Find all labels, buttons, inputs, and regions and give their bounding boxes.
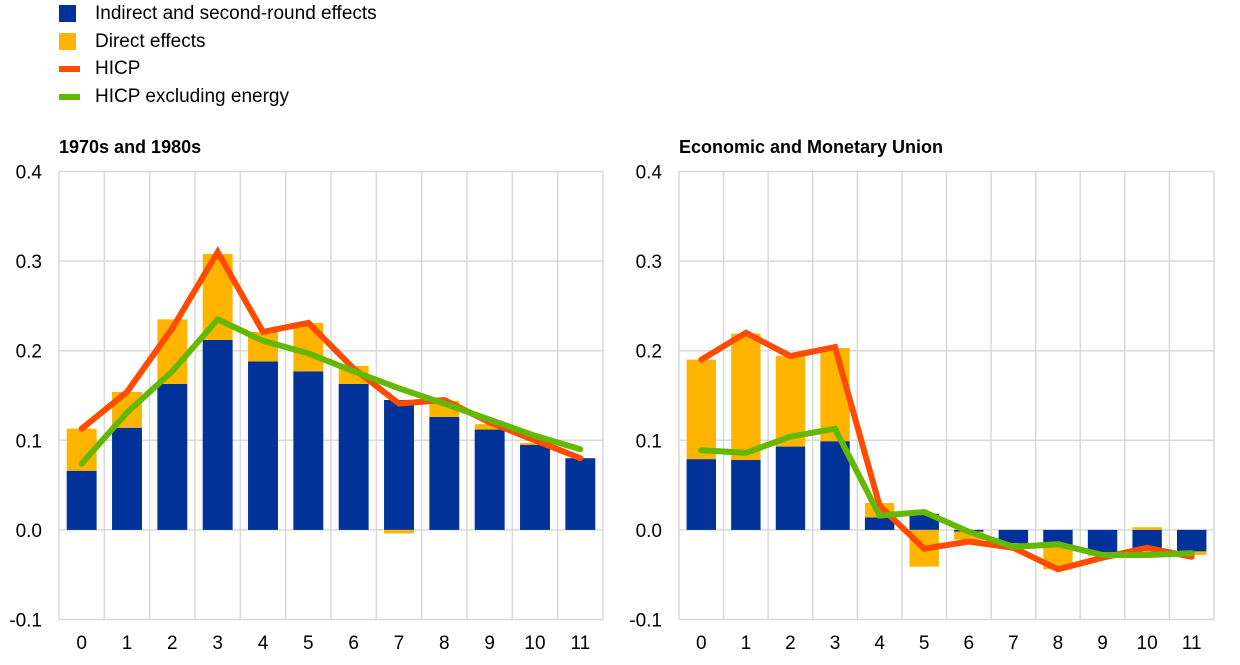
bar-indirect-effects	[731, 460, 761, 530]
bar-indirect-effects	[998, 529, 1029, 544]
x-tick-label: 11	[1182, 633, 1202, 654]
x-tick-label: 4	[258, 633, 269, 654]
x-tick-label: 10	[524, 633, 545, 654]
gridlines	[58, 170, 604, 621]
x-tick-label: 9	[484, 633, 495, 654]
x-tick-label: 8	[439, 633, 450, 654]
bar-direct-effects	[731, 333, 761, 461]
x-tick-label: 7	[1008, 633, 1019, 654]
x-tick-label: 1	[741, 633, 752, 654]
bar-direct-effects	[775, 356, 806, 447]
bar-direct-effects	[384, 529, 414, 534]
line-hicp-ex-energy	[698, 425, 1195, 558]
y-tick-label: 0.2	[636, 342, 662, 363]
bar-indirect-effects	[66, 470, 97, 530]
x-tick-label: 2	[785, 633, 796, 654]
bar-indirect-effects	[202, 339, 233, 530]
x-tick-label: 10	[1137, 633, 1158, 654]
y-tick-label: 0.2	[16, 342, 42, 363]
panel-title: 1970s and 1980s	[59, 137, 201, 157]
legend-label: Indirect and second-round effects	[95, 3, 377, 24]
bar-direct-effects	[686, 359, 717, 460]
line-hicp-ex-energy	[78, 315, 584, 467]
bar-direct-effects	[520, 442, 550, 445]
legend-label: Direct effects	[95, 30, 206, 52]
x-tick-label: 7	[394, 633, 405, 654]
x-tick-label: 3	[212, 633, 223, 654]
bar-indirect-effects	[820, 441, 850, 530]
x-tick-label: 0	[76, 633, 87, 654]
bar-indirect-effects	[429, 417, 460, 530]
y-tick-label: 0.1	[16, 431, 42, 452]
bar-indirect-effects	[1043, 529, 1073, 546]
bar-indirect-effects	[157, 383, 188, 530]
x-tick-label: 6	[964, 633, 975, 654]
bars	[686, 333, 1207, 570]
bar-indirect-effects	[112, 427, 142, 530]
bar-indirect-effects	[565, 458, 596, 530]
bar-direct-effects	[474, 424, 505, 430]
bar-indirect-effects	[293, 371, 324, 530]
x-tick-label: 11	[570, 633, 590, 654]
panel-emu: Economic and Monetary Union -0.1 0.0 0.1 0.…	[629, 137, 1215, 654]
bar-indirect-effects	[1132, 529, 1162, 552]
x-tick-label: 3	[830, 633, 841, 654]
bar-indirect-effects	[864, 517, 895, 530]
bar-indirect-effects	[474, 429, 505, 530]
y-tick-label: -0.1	[9, 611, 42, 632]
x-tick-label: 0	[696, 633, 707, 654]
legend-swatch-indirect	[59, 5, 76, 22]
bar-direct-effects	[1132, 527, 1162, 530]
legend-swatch-direct	[59, 32, 76, 50]
legend-swatch-hicp-ex-energy	[59, 93, 80, 100]
y-tick-label: -0.1	[629, 611, 662, 632]
bar-indirect-effects	[686, 459, 717, 530]
bar-indirect-effects	[520, 444, 550, 530]
bar-indirect-effects	[384, 399, 414, 530]
y-tick-label: 0.0	[16, 521, 42, 542]
legend-label: HICP excluding energy	[95, 85, 289, 107]
panel-title: Economic and Monetary Union	[679, 137, 943, 157]
legend-swatch-hicp	[59, 66, 80, 72]
bar-indirect-effects	[248, 361, 278, 530]
bar-indirect-effects	[775, 446, 806, 530]
bar-indirect-effects	[1176, 529, 1207, 552]
x-tick-label: 4	[874, 633, 885, 654]
y-tick-label: 0.4	[636, 163, 663, 184]
bar-direct-effects	[954, 531, 984, 540]
x-tick-label: 5	[919, 633, 930, 654]
y-tick-label: 0.4	[16, 163, 43, 184]
legend-label: HICP	[95, 58, 141, 79]
bar-indirect-effects	[1087, 529, 1118, 554]
y-tick-label: 0.3	[636, 252, 662, 273]
y-tick-label: 0.0	[636, 521, 662, 542]
x-tick-label: 9	[1097, 633, 1108, 654]
bar-indirect-effects	[338, 383, 369, 530]
x-tick-label: 6	[348, 633, 359, 654]
x-tick-label: 2	[167, 633, 178, 654]
x-tick-label: 5	[303, 633, 314, 654]
x-tick-label: 8	[1053, 633, 1064, 654]
y-tick-label: 0.3	[16, 252, 42, 273]
x-tick-label: 1	[122, 633, 133, 654]
y-tick-label: 0.1	[636, 431, 662, 452]
panel-1970s-1980s: 1970s and 1980s -0.1 0.0 0.1 0.2 0.3 0.4 0 1 2 3 4…	[9, 137, 604, 654]
